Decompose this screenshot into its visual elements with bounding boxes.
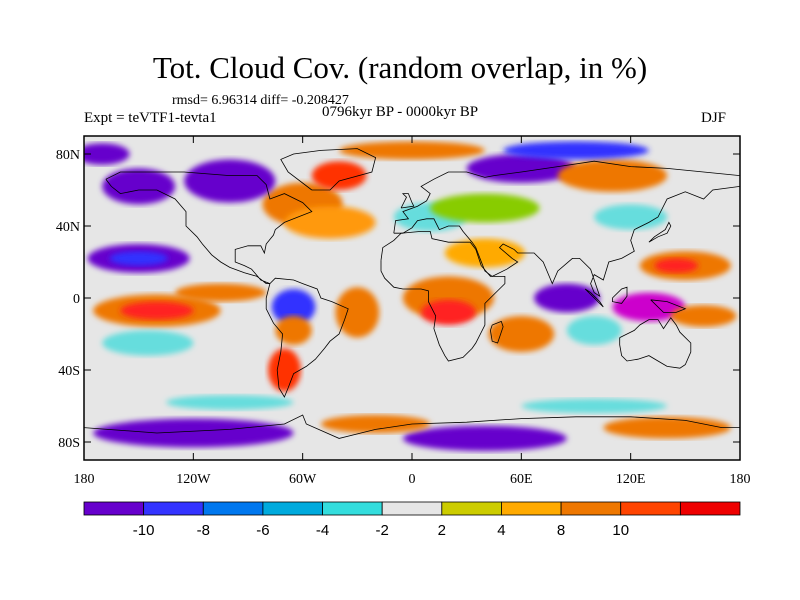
anomaly-region <box>534 283 600 313</box>
colorbar-swatch <box>143 501 204 516</box>
anomaly-region <box>268 348 301 392</box>
coastline <box>380 231 506 362</box>
colorbar-swatch <box>262 501 323 516</box>
lon-tick-label: 0 <box>409 472 416 487</box>
anomaly-region <box>93 418 294 448</box>
lon-tick-label: 180 <box>74 472 95 487</box>
anomaly-region <box>102 168 176 205</box>
anomaly-region <box>275 316 312 345</box>
colorbar-label: 2 <box>438 522 446 539</box>
anomaly-region <box>521 398 668 414</box>
anomaly-region <box>421 299 476 325</box>
colorbar-swatch <box>322 501 383 516</box>
colorbar-swatch <box>501 501 562 516</box>
anomaly-region <box>320 415 431 433</box>
anomaly-region <box>84 143 130 165</box>
anomaly-region <box>594 204 668 230</box>
anomaly-region <box>612 292 686 322</box>
lat-tick-label: 40S <box>58 364 80 379</box>
plot-title: Tot. Cloud Cov. (random overlap, in %) <box>152 50 648 85</box>
coastline <box>400 193 415 209</box>
lon-tick-label: 60W <box>289 472 317 487</box>
lat-tick-label: 40N <box>56 220 80 235</box>
colorbar-swatch <box>202 501 264 516</box>
anomaly-region <box>335 287 380 338</box>
lon-tick-label: 120W <box>176 472 211 487</box>
coastline <box>280 148 377 191</box>
anomaly-region <box>284 206 376 239</box>
axis-ticks: 80N 40N 0 40S 80S 180 120W 60W 0 60E 120E 180 <box>56 136 751 487</box>
lat-tick-label: 80N <box>56 148 80 163</box>
coastlines <box>84 148 740 439</box>
colorbar-label: 10 <box>612 522 629 539</box>
lon-tick-label: 180 <box>730 472 751 487</box>
colorbar-label: 4 <box>497 522 505 539</box>
lon-tick-label: 120E <box>616 472 646 487</box>
coastline <box>584 288 604 308</box>
lat-tick-label: 80S <box>58 436 80 451</box>
anomaly-region <box>654 258 699 273</box>
anomaly-region <box>271 289 316 325</box>
colorbar-swatch <box>381 501 443 516</box>
anomaly-region <box>102 330 194 356</box>
anomaly-region <box>339 141 485 160</box>
colorbar-label: -4 <box>316 522 329 539</box>
anomaly-region <box>166 395 294 410</box>
colorbar: -10 -8 -6 -4 -2 2 4 8 10 <box>83 501 741 539</box>
colorbar-swatch <box>679 501 741 516</box>
colorbar-swatch <box>83 501 145 516</box>
lon-tick-label: 60E <box>510 472 533 487</box>
coastline <box>393 160 740 298</box>
anomaly-region <box>503 141 649 160</box>
colorbar-label: -8 <box>197 522 210 539</box>
colorbar-label: -10 <box>133 522 155 539</box>
anomaly-region <box>175 283 267 302</box>
coastline <box>84 414 740 439</box>
anomaly-region <box>603 416 731 439</box>
anomaly-region <box>557 159 668 192</box>
period-label: 0796kyr BP - 0000kyr BP <box>322 104 479 120</box>
rmsd-diff-stats: rmsd= 6.96314 diff= -0.208427 <box>172 93 349 108</box>
experiment-label: Expt = teVTF1-tevta1 <box>84 110 217 126</box>
anomaly-region <box>430 193 540 223</box>
anomaly-region <box>670 305 737 327</box>
anomaly-region <box>184 159 276 203</box>
coastline <box>265 277 349 398</box>
anomaly-region <box>120 301 194 320</box>
anomaly-region <box>402 425 567 451</box>
coastline <box>105 171 313 284</box>
colorbar-label: 8 <box>557 522 565 539</box>
coastline <box>489 320 504 344</box>
anomaly-region <box>566 316 622 345</box>
anomaly-region <box>311 161 367 191</box>
colorbar-label: -6 <box>256 522 269 539</box>
season-label: DJF <box>701 110 727 126</box>
colorbar-swatch <box>441 501 502 516</box>
lat-tick-label: 0 <box>73 292 80 307</box>
coastline <box>650 299 687 313</box>
cloud-anomaly-field <box>84 141 737 451</box>
coastline <box>648 221 672 243</box>
coastline <box>619 317 692 369</box>
colorbar-label: -2 <box>376 522 389 539</box>
colorbar-swatch <box>560 501 622 516</box>
anomaly-region <box>109 251 168 266</box>
anomaly-region <box>444 238 525 268</box>
coastline <box>612 286 628 304</box>
colorbar-swatch <box>620 501 681 516</box>
anomaly-region <box>488 316 555 352</box>
